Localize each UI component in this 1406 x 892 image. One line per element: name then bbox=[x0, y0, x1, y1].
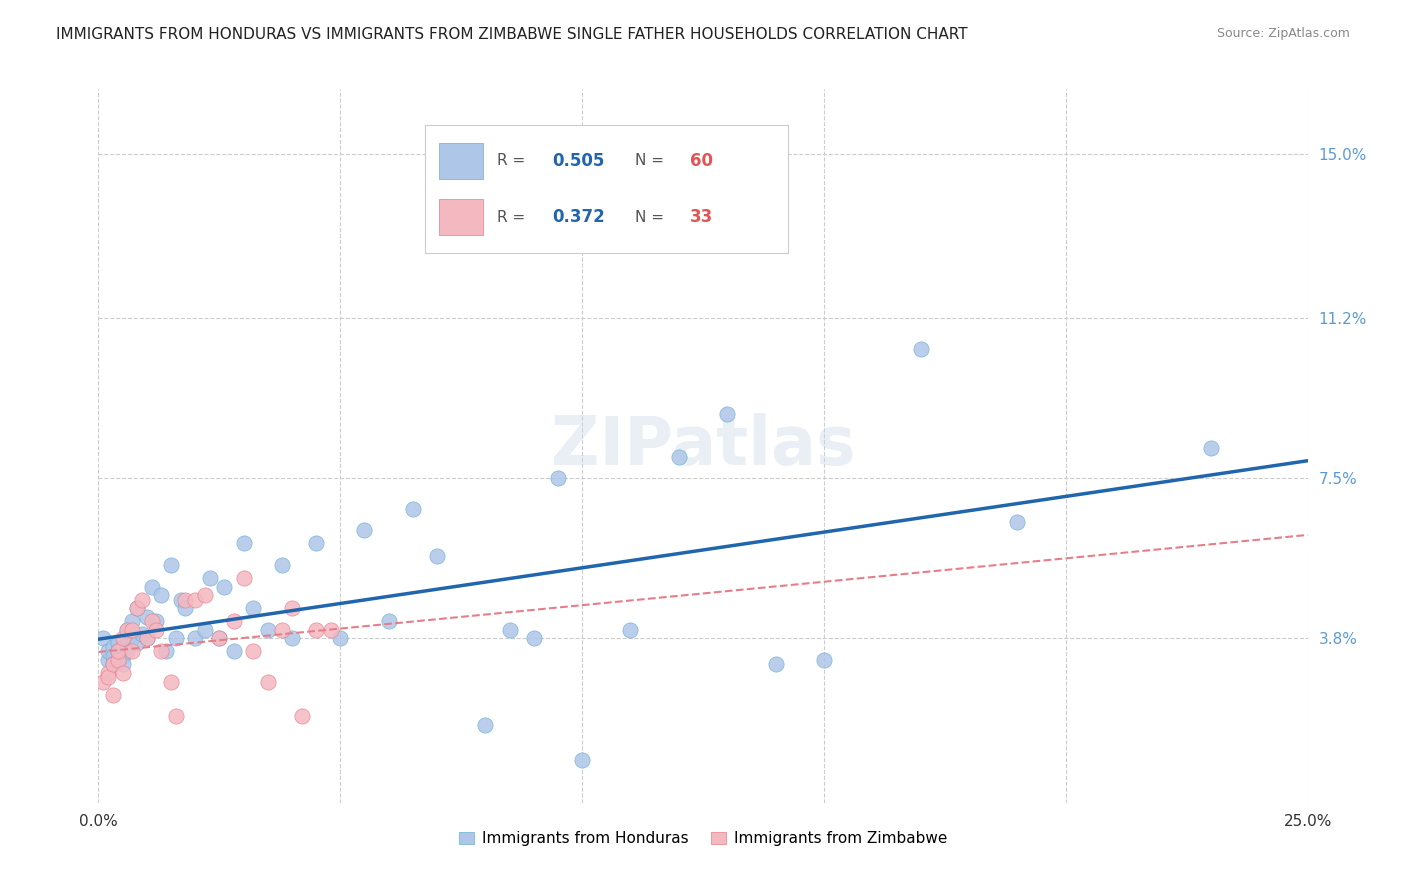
Point bbox=[150, 644, 173, 658]
Point bbox=[271, 558, 294, 572]
Point bbox=[97, 670, 120, 684]
Point bbox=[208, 632, 231, 646]
Point bbox=[111, 640, 134, 654]
Point bbox=[97, 644, 120, 658]
Point bbox=[121, 614, 143, 628]
Point bbox=[305, 536, 328, 550]
Point bbox=[222, 614, 245, 628]
Point bbox=[145, 623, 167, 637]
Point bbox=[135, 632, 157, 646]
Point bbox=[117, 623, 139, 637]
Point bbox=[169, 592, 191, 607]
Point bbox=[174, 601, 197, 615]
Point bbox=[1007, 515, 1029, 529]
Point bbox=[329, 632, 352, 646]
Point bbox=[281, 601, 304, 615]
Point bbox=[107, 653, 129, 667]
Point bbox=[131, 627, 153, 641]
Point bbox=[91, 632, 114, 646]
Point bbox=[242, 644, 264, 658]
Point bbox=[101, 657, 124, 672]
Point bbox=[111, 648, 134, 663]
Point bbox=[242, 601, 264, 615]
Point bbox=[765, 657, 787, 672]
Point bbox=[121, 644, 143, 658]
Point bbox=[127, 601, 149, 615]
Point bbox=[117, 632, 139, 646]
Point bbox=[127, 601, 149, 615]
Point bbox=[150, 588, 173, 602]
Legend: Immigrants from Honduras, Immigrants from Zimbabwe: Immigrants from Honduras, Immigrants fro… bbox=[453, 825, 953, 852]
Point bbox=[121, 623, 143, 637]
Point bbox=[101, 688, 124, 702]
Point bbox=[353, 524, 375, 538]
Text: ZIPatlas: ZIPatlas bbox=[551, 413, 855, 479]
Point bbox=[426, 549, 449, 564]
Point bbox=[165, 709, 187, 723]
Point bbox=[571, 753, 593, 767]
Point bbox=[135, 610, 157, 624]
Point bbox=[135, 632, 157, 646]
Point bbox=[319, 623, 342, 637]
Point bbox=[619, 623, 641, 637]
Point bbox=[212, 580, 235, 594]
Point bbox=[813, 653, 835, 667]
Point bbox=[377, 614, 399, 628]
Text: IMMIGRANTS FROM HONDURAS VS IMMIGRANTS FROM ZIMBABWE SINGLE FATHER HOUSEHOLDS CO: IMMIGRANTS FROM HONDURAS VS IMMIGRANTS F… bbox=[56, 27, 967, 42]
Point bbox=[498, 623, 520, 637]
Point bbox=[111, 666, 134, 681]
Point bbox=[117, 623, 139, 637]
Point bbox=[107, 636, 129, 650]
Point bbox=[91, 674, 114, 689]
Point bbox=[232, 536, 254, 550]
Point bbox=[474, 718, 496, 732]
Point bbox=[107, 653, 129, 667]
Point bbox=[145, 614, 167, 628]
Point bbox=[232, 571, 254, 585]
Point bbox=[1199, 441, 1222, 455]
Point bbox=[165, 632, 187, 646]
Point bbox=[111, 632, 134, 646]
Point bbox=[194, 588, 217, 602]
Point bbox=[290, 709, 312, 723]
Point bbox=[121, 632, 143, 646]
Point bbox=[107, 644, 129, 658]
Point bbox=[208, 632, 231, 646]
Point bbox=[107, 644, 129, 658]
Point bbox=[305, 623, 328, 637]
Point bbox=[198, 571, 221, 585]
Point bbox=[97, 653, 120, 667]
Point bbox=[141, 614, 163, 628]
Point bbox=[97, 666, 120, 681]
Point bbox=[184, 592, 207, 607]
Point bbox=[716, 407, 738, 421]
Point bbox=[256, 674, 278, 689]
Point bbox=[131, 592, 153, 607]
Point bbox=[155, 644, 177, 658]
Point bbox=[101, 657, 124, 672]
Point bbox=[194, 623, 217, 637]
Point bbox=[402, 501, 425, 516]
Point bbox=[668, 450, 690, 464]
Point bbox=[523, 632, 546, 646]
Point bbox=[222, 644, 245, 658]
Point bbox=[271, 623, 294, 637]
Point bbox=[160, 558, 183, 572]
Point bbox=[184, 632, 207, 646]
Point bbox=[160, 674, 183, 689]
Point bbox=[141, 580, 163, 594]
Point bbox=[174, 592, 197, 607]
Point bbox=[101, 640, 124, 654]
Point bbox=[910, 342, 932, 356]
Point bbox=[111, 657, 134, 672]
Point bbox=[547, 471, 569, 485]
Point bbox=[256, 623, 278, 637]
Point bbox=[127, 636, 149, 650]
Point bbox=[117, 644, 139, 658]
Point bbox=[101, 648, 124, 663]
Text: Source: ZipAtlas.com: Source: ZipAtlas.com bbox=[1216, 27, 1350, 40]
Point bbox=[281, 632, 304, 646]
